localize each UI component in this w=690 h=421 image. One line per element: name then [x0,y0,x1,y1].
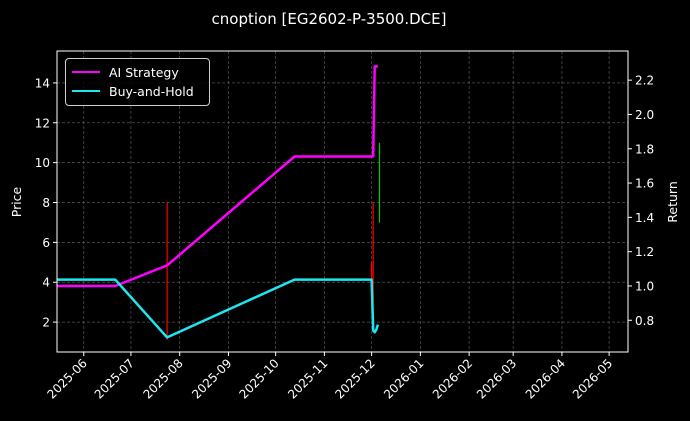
y2-axis-label: Return [665,181,680,222]
y2-tick-label: 1.4 [635,211,654,225]
y2-tick-label: 1.0 [635,279,654,293]
x-tick-label: 2025-10 [236,356,281,401]
price-bars [166,142,381,341]
legend: AI Strategy Buy-and-Hold [65,58,210,106]
y-axis-label: Price [9,186,24,217]
legend-item-ai-strategy: AI Strategy [72,63,179,81]
x-tick-label: 2025-07 [92,356,137,401]
y-tick-label: 8 [42,196,50,210]
x-tick-label: 2026-04 [523,356,568,401]
x-tick-label: 2026-05 [570,356,615,401]
y-tick-label: 4 [42,276,50,290]
y2-tick-label: 2.2 [635,74,654,88]
x-tick-label: 2025-08 [140,356,185,401]
x-tick-label: 2025-11 [285,356,330,401]
y-tick-label: 2 [42,316,50,330]
x-tick-label: 2025-06 [45,356,90,401]
series-line-buy-and-hold [57,278,380,339]
x-tick-label: 2026-03 [474,356,519,401]
y2-tick-label: 2.0 [635,108,654,122]
plot-frame [56,50,629,353]
y-tick-label: 6 [42,236,50,250]
series-lines [57,65,380,339]
y-tick-label: 10 [35,156,50,170]
y-tick-label: 12 [35,116,50,130]
legend-item-buy-and-hold: Buy-and-Hold [72,82,194,100]
y2-tick-label: 1.6 [635,177,654,191]
series-line-ai-strategy [57,65,378,288]
y-tick-label: 14 [35,76,50,90]
y2-tick-label: 0.8 [635,314,654,328]
x-tick-label: 2025-12 [332,356,377,401]
legend-label-buy-and-hold: Buy-and-Hold [109,83,194,99]
y2-tick-label: 1.8 [635,142,654,156]
x-tick-label: 2025-09 [189,356,234,401]
y2-tick-label: 1.2 [635,245,654,259]
legend-swatch-buy-and-hold [72,90,100,92]
x-tick-label: 2026-02 [430,356,475,401]
x-tick-label: 2026-01 [381,356,426,401]
chart-title: cnoption [EG2602-P-3500.DCE] [212,10,447,28]
legend-label-ai-strategy: AI Strategy [109,64,179,80]
legend-swatch-ai-strategy [72,71,100,73]
